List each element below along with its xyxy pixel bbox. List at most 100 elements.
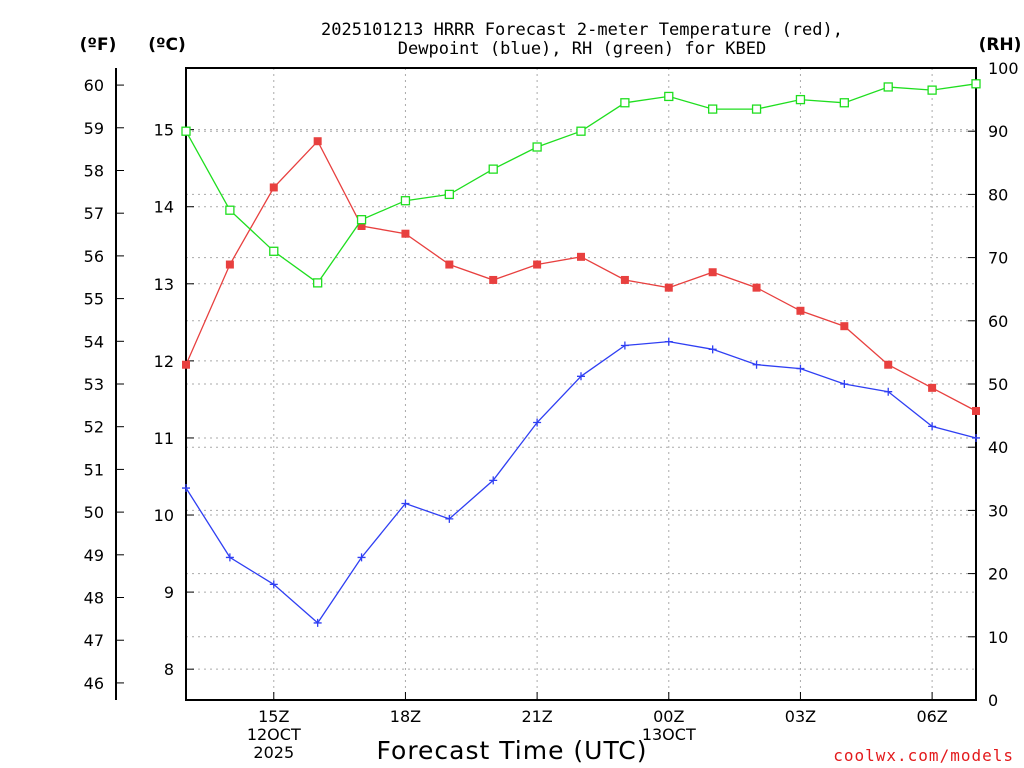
data-series [181,79,981,627]
temperature-point [577,252,585,261]
temperature-point [664,283,673,292]
dewpoint-point [752,360,761,369]
axes [115,67,977,701]
rh-tick-label: 90 [988,122,1008,141]
dewpoint-point [884,387,893,396]
rh-point [883,82,893,92]
rh-point [225,205,235,215]
fahrenheit-tick-label: 47 [84,631,104,650]
fahrenheit-tick-label: 57 [84,204,104,223]
rh-point [488,164,498,174]
dewpoint-line [185,340,977,624]
fahrenheit-tick-label: 53 [84,375,104,394]
temperature-point [533,260,542,269]
tick-labels: 46 47 48 49 50 51 52 53 54 55 56 57 58 59 60 8 9 10 11 12 13… [84,59,1019,762]
rh-tick-label: 50 [988,375,1008,394]
rh-tick-label: 30 [988,501,1008,520]
rh-point [620,98,630,108]
rh-tick-label: 10 [988,628,1008,647]
x-tick-label: 18Z [390,707,421,726]
temperature-point [796,306,805,315]
dewpoint-point [533,418,542,427]
dewpoint-point [928,422,937,431]
celsius-tick-label: 11 [154,429,174,448]
temperature-point [225,260,234,269]
rh-point [795,94,806,105]
x-tick-label: 03Z [785,707,816,726]
temperature-point [401,229,410,238]
temperature-point [928,383,937,392]
temperature-point [313,137,322,146]
celsius-tick-label: 9 [164,583,174,602]
celsius-tick-label: 10 [154,506,174,525]
x-tick-label: 15Z [258,707,289,726]
fahrenheit-tick-label: 56 [84,247,104,266]
rh-point [269,246,279,256]
fahrenheit-tick-label: 55 [84,290,104,309]
plot-frame [185,67,977,701]
rh-point [839,98,849,108]
dewpoint-point [708,345,717,354]
fahrenheit-tick-label: 49 [84,546,104,565]
temperature-point [884,360,893,369]
rh-unit-label: (RH) [979,35,1022,55]
fahrenheit-unit-label: (ºF) [80,35,117,55]
rh-point [708,104,718,114]
fahrenheit-tick-label: 50 [84,503,104,522]
dewpoint-point [269,580,278,589]
dewpoint-point [357,553,366,562]
chart-title-line-1: 2025101213 HRRR Forecast 2-meter Tempera… [321,20,843,40]
rh-point [356,215,367,225]
fahrenheit-tick-label: 51 [84,460,104,479]
rh-point [927,85,937,95]
temperature-line [185,140,977,412]
rh-point [181,126,191,136]
dewpoint-point [840,380,849,388]
temperature-point [620,275,629,284]
temperature-point [357,222,366,230]
rh-tick-label: 40 [988,438,1008,457]
dewpoint-point [182,484,190,493]
rh-point [751,104,762,114]
celsius-tick-label: 15 [154,121,174,140]
x-tick-label: 13OCT [642,725,696,744]
celsius-tick-label: 8 [164,660,174,679]
fahrenheit-tick-label: 46 [84,674,104,693]
fahrenheit-tick-label: 58 [84,161,104,180]
dewpoint-point [620,341,629,350]
rh-tick-label: 100 [988,59,1019,78]
rh-point [576,126,586,136]
fahrenheit-tick-label: 54 [84,332,104,351]
rh-tick-label: 20 [988,565,1008,584]
dewpoint-point [489,476,498,485]
celsius-tick-label: 14 [154,198,174,217]
temperature-point [708,268,717,277]
x-tick-label: 00Z [653,707,684,726]
fahrenheit-tick-label: 59 [84,119,104,138]
temperature-point [269,183,278,192]
x-tick-label: 06Z [916,707,947,726]
chart-title-line-2: Dewpoint (blue), RH (green) for KBED [398,39,766,59]
rh-point [532,142,542,152]
rh-point [400,196,411,206]
rh-tick-label: 70 [988,249,1008,268]
temperature-point [840,322,849,331]
x-tick-label: 21Z [521,707,552,726]
celsius-tick-label: 12 [154,352,174,371]
temperature-point [445,260,454,269]
rh-point [971,79,981,89]
dewpoint-point [225,553,234,562]
x-tick-label: 2025 [253,743,294,762]
dewpoint-point [313,618,322,627]
temperature-point [182,360,190,369]
fahrenheit-tick-label: 48 [84,589,104,608]
x-tick-label: 12OCT [247,725,301,744]
celsius-tick-label: 13 [154,275,174,294]
rh-tick-label: 60 [988,312,1008,331]
credit-text: coolwx.com/models [833,746,1014,765]
fahrenheit-tick-label: 52 [84,418,104,437]
temperature-point [972,406,980,415]
dewpoint-point [796,364,805,373]
temperature-point [489,275,498,284]
